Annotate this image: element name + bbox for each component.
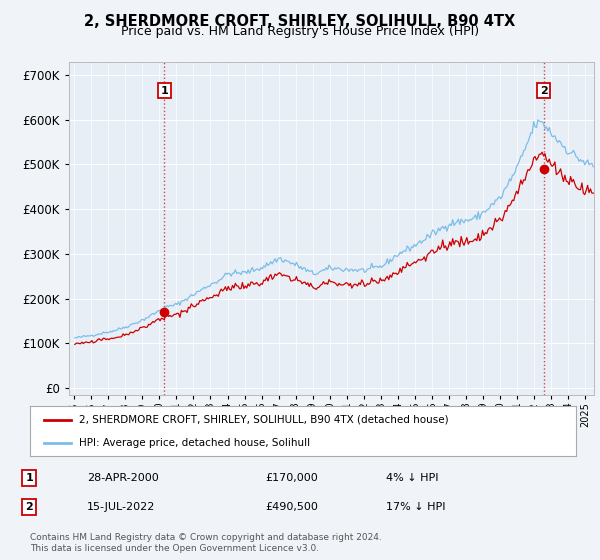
Text: Price paid vs. HM Land Registry's House Price Index (HPI): Price paid vs. HM Land Registry's House … bbox=[121, 25, 479, 38]
Text: Contains HM Land Registry data © Crown copyright and database right 2024.
This d: Contains HM Land Registry data © Crown c… bbox=[30, 533, 382, 553]
Text: 15-JUL-2022: 15-JUL-2022 bbox=[87, 502, 155, 512]
Text: 17% ↓ HPI: 17% ↓ HPI bbox=[386, 502, 446, 512]
Text: 1: 1 bbox=[160, 86, 168, 96]
Text: 2: 2 bbox=[25, 502, 33, 512]
Text: 4% ↓ HPI: 4% ↓ HPI bbox=[386, 473, 439, 483]
Text: 2, SHERDMORE CROFT, SHIRLEY, SOLIHULL, B90 4TX: 2, SHERDMORE CROFT, SHIRLEY, SOLIHULL, B… bbox=[85, 14, 515, 29]
Text: 1: 1 bbox=[25, 473, 33, 483]
Text: £170,000: £170,000 bbox=[265, 473, 318, 483]
Text: 28-APR-2000: 28-APR-2000 bbox=[87, 473, 158, 483]
Text: 2: 2 bbox=[539, 86, 547, 96]
Text: £490,500: £490,500 bbox=[265, 502, 319, 512]
Text: HPI: Average price, detached house, Solihull: HPI: Average price, detached house, Soli… bbox=[79, 438, 310, 448]
Text: 2, SHERDMORE CROFT, SHIRLEY, SOLIHULL, B90 4TX (detached house): 2, SHERDMORE CROFT, SHIRLEY, SOLIHULL, B… bbox=[79, 414, 449, 424]
